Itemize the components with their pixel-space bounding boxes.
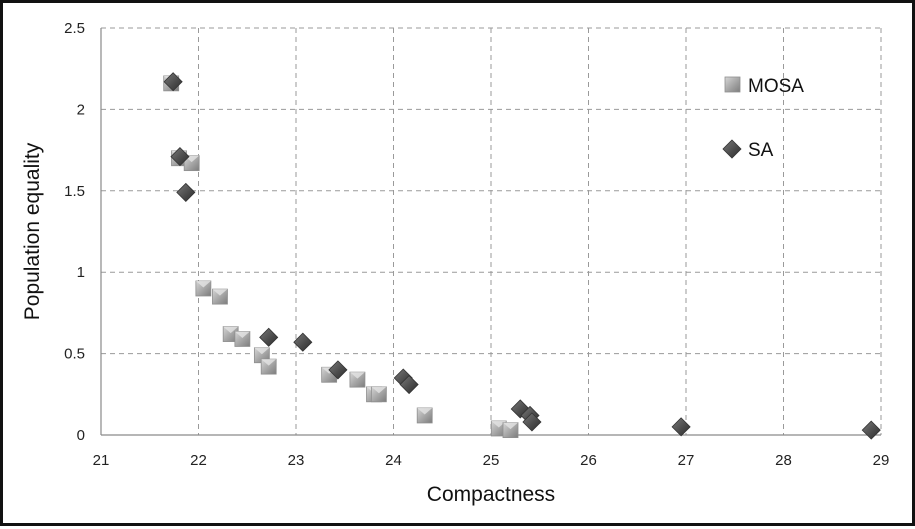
y-axis-title: Population equality <box>21 142 44 320</box>
y-tick-label: 1 <box>77 264 85 281</box>
y-tick-labels: 0 0.5 1 1.5 2 2.5 <box>64 20 85 444</box>
y-tick-label: 2 <box>77 101 85 118</box>
mosa-point <box>502 422 519 439</box>
series-sa <box>163 72 881 440</box>
mosa-point <box>212 288 228 305</box>
sa-point <box>259 327 279 347</box>
scatter-chart: 21 22 23 24 25 26 27 28 29 0 0.5 1 1.5 2 2.5 Compactn… <box>21 20 890 506</box>
sa-point <box>861 420 881 440</box>
x-tick-label: 26 <box>580 452 597 469</box>
sa-point <box>170 147 190 167</box>
sa-point <box>399 374 419 395</box>
y-tick-label: 2.5 <box>64 20 85 37</box>
gridlines <box>101 27 882 435</box>
sa-point <box>328 360 348 380</box>
x-tick-label: 24 <box>385 452 402 469</box>
x-tick-label: 27 <box>678 452 695 469</box>
legend-label-mosa: MOSA <box>748 76 804 97</box>
legend-entry-sa: SA <box>722 139 774 161</box>
y-tick-label: 0 <box>77 427 85 444</box>
sa-point <box>163 72 183 92</box>
x-tick-label: 22 <box>190 452 207 469</box>
mosa-point <box>195 280 212 297</box>
sa-point <box>176 182 196 202</box>
mosa-point <box>370 386 387 403</box>
mosa-point <box>260 358 277 375</box>
mosa-point <box>222 326 239 342</box>
x-tick-label: 25 <box>483 452 500 469</box>
legend-marker-sa <box>722 139 742 159</box>
x-tick-labels: 21 22 23 24 25 26 27 28 29 <box>93 452 890 469</box>
sa-point <box>522 412 542 432</box>
x-tick-label: 23 <box>288 452 305 469</box>
mosa-point <box>234 331 251 347</box>
sa-point <box>293 332 313 352</box>
x-tick-label: 29 <box>873 452 890 469</box>
sa-point <box>671 417 691 437</box>
x-axis-title: Compactness <box>427 483 555 506</box>
series-mosa <box>163 75 519 439</box>
y-tick-label: 1.5 <box>64 183 85 200</box>
legend-entry-mosa: MOSA <box>724 76 804 97</box>
x-tick-label: 28 <box>775 452 792 469</box>
legend-marker-mosa <box>724 76 741 93</box>
mosa-point <box>490 420 507 437</box>
y-tick-label: 0.5 <box>64 346 85 363</box>
legend: MOSA SA <box>722 76 804 161</box>
mosa-point <box>416 407 433 424</box>
mosa-point <box>349 371 366 388</box>
data-points <box>163 72 881 440</box>
legend-label-sa: SA <box>748 140 774 161</box>
x-tick-label: 21 <box>93 452 110 469</box>
